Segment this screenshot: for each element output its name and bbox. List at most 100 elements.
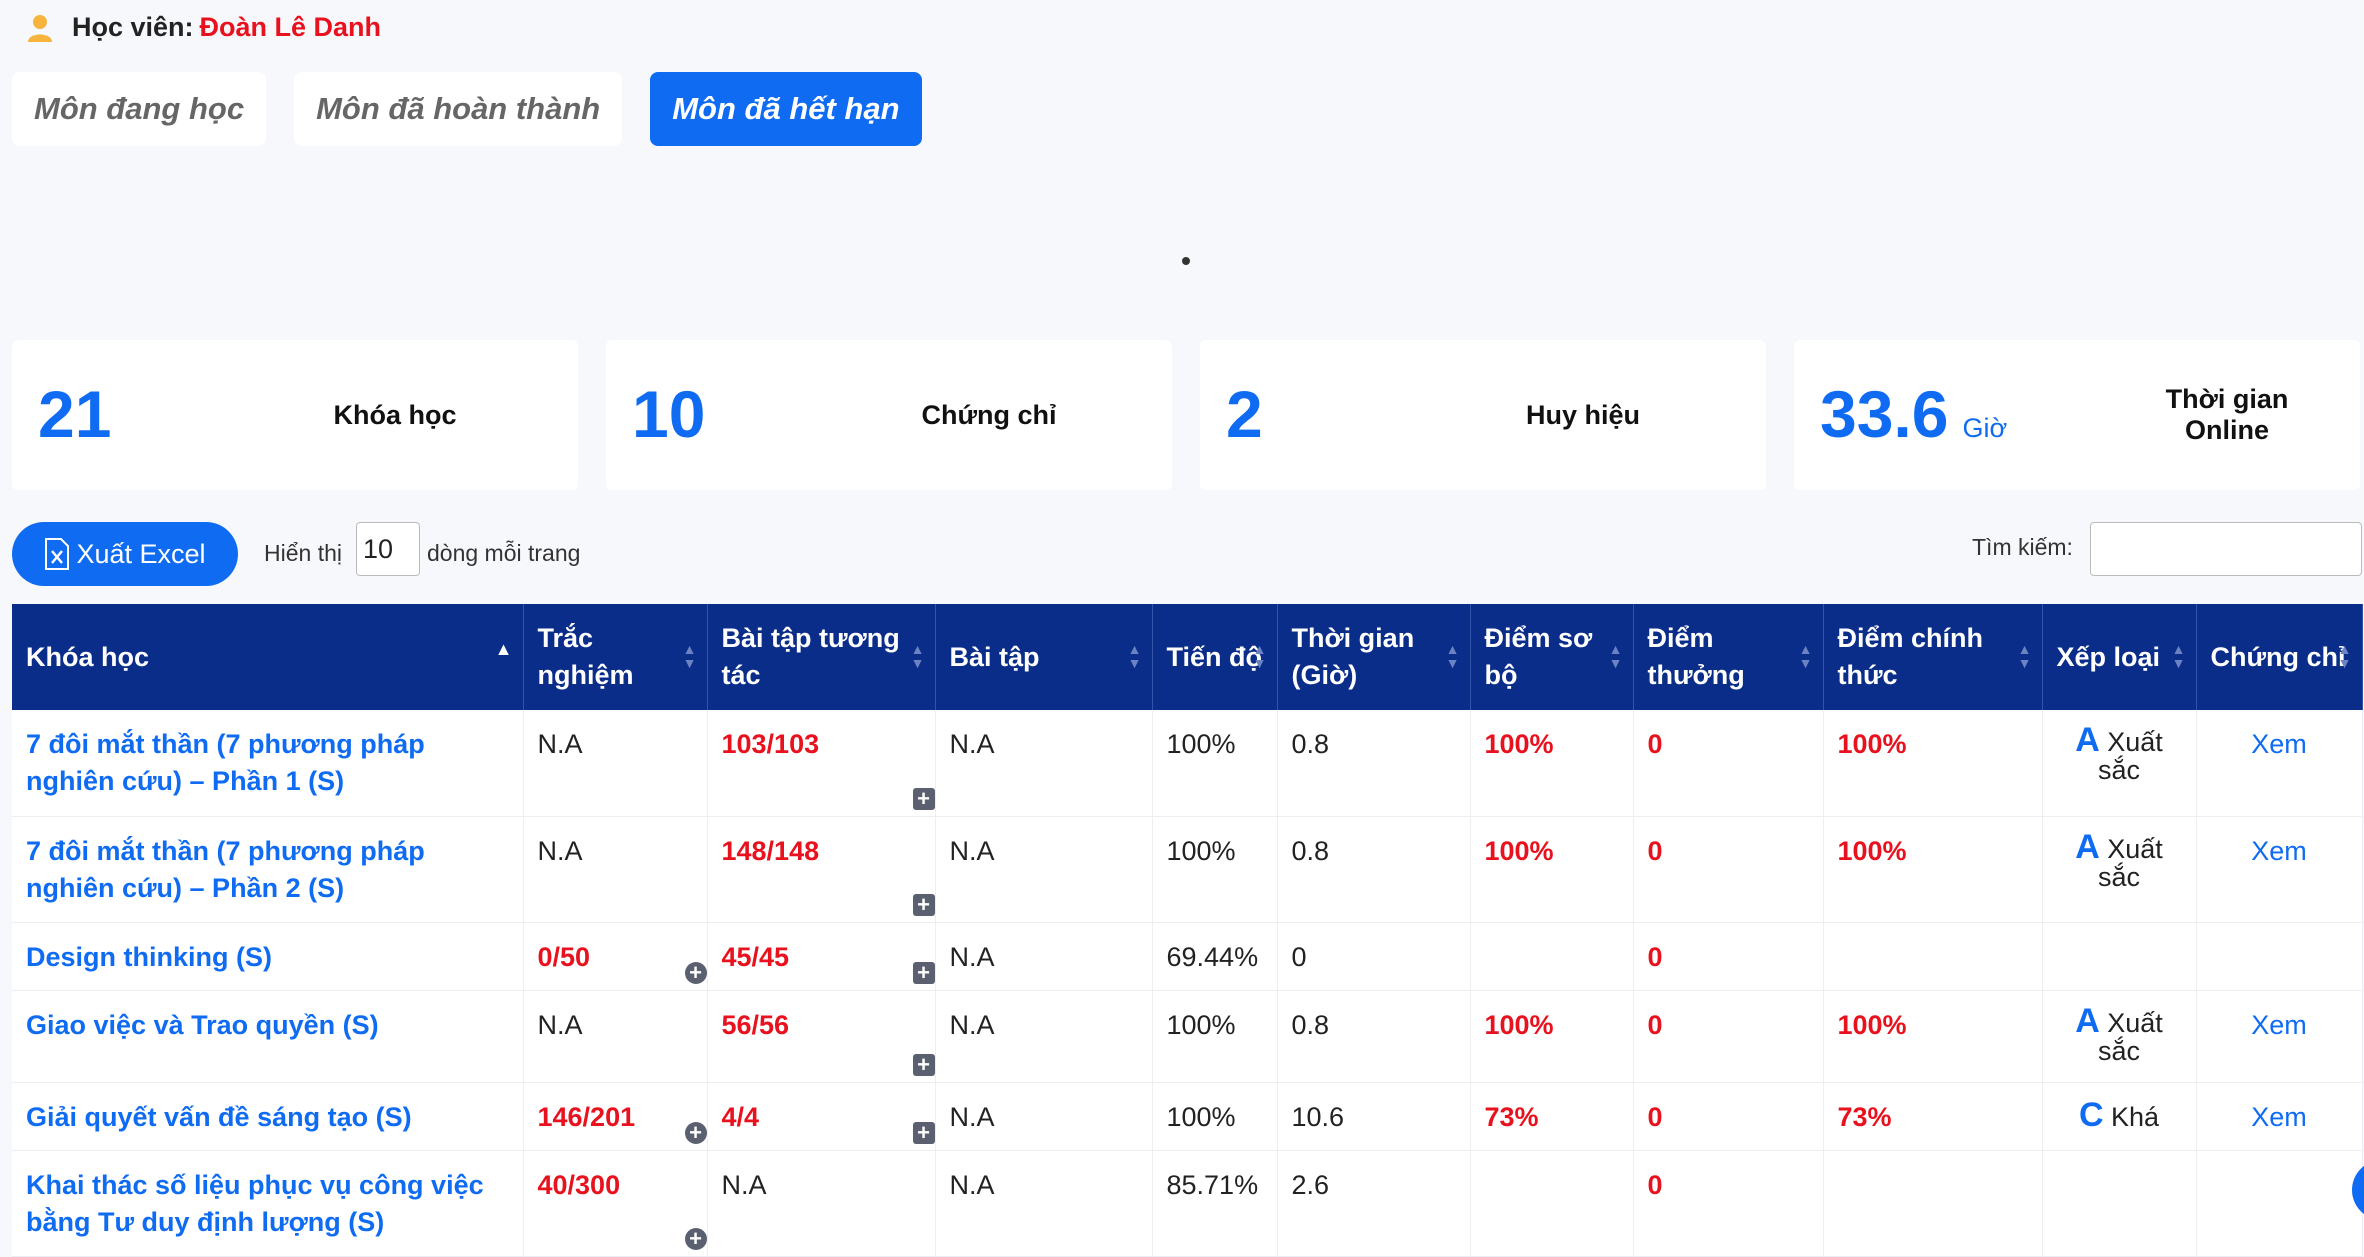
view-certificate-link[interactable]: Xem xyxy=(2251,1009,2307,1040)
quiz-cell: 146/201 + xyxy=(523,1082,708,1151)
time-cell: 0.8 xyxy=(1277,990,1471,1083)
expand-icon[interactable]: + xyxy=(912,1053,935,1076)
header-exercise[interactable]: Bài tập ▲ ▼ xyxy=(935,604,1153,710)
course-name[interactable]: Giải quyết vấn đề sáng tạo (S) xyxy=(12,1082,524,1151)
exercise-cell: N.A xyxy=(935,816,1153,923)
stat-value: 10 xyxy=(632,377,706,451)
interactive-cell: 103/103 + xyxy=(707,710,936,817)
time-cell: 0.8 xyxy=(1277,816,1471,923)
official-score-cell: 100% xyxy=(1823,710,2043,817)
certificate-cell: Xem xyxy=(2196,816,2363,923)
header-course[interactable]: Khóa học ▲ xyxy=(12,604,524,710)
sort-icon: ▲ ▼ xyxy=(910,641,925,671)
expand-icon[interactable]: + xyxy=(912,961,935,984)
interactive-value: 4/4 xyxy=(721,1101,760,1132)
course-name[interactable]: 7 đôi mắt thần (7 phương pháp nghiên cứu… xyxy=(12,816,524,923)
bonus-score-cell: 0 xyxy=(1633,990,1824,1083)
bonus-score-cell: 0 xyxy=(1633,816,1824,923)
header-rank[interactable]: Xếp loại ▲ ▼ xyxy=(2042,604,2197,710)
show-label: Hiển thị xyxy=(264,540,342,566)
loading-dot xyxy=(1182,257,1190,265)
sort-icon: ▲ ▼ xyxy=(1608,641,1623,671)
expand-icon[interactable]: + xyxy=(912,893,935,916)
header-progress[interactable]: Tiến độ ▲ ▼ xyxy=(1152,604,1278,710)
quiz-cell: 0/50 + xyxy=(523,922,708,991)
table-toolbar: Xuất Excel Hiển thị dòng mỗi trang Tìm k… xyxy=(12,522,2362,586)
progress-cell: 69.44% xyxy=(1152,922,1278,991)
quiz-value: 0/50 xyxy=(537,941,591,972)
interactive-value: 148/148 xyxy=(721,835,820,866)
stat-badges: 2 Huy hiệu xyxy=(1200,340,1766,490)
course-name[interactable]: Giao việc và Trao quyền (S) xyxy=(12,990,524,1083)
header-time[interactable]: Thời gian (Giờ) ▲ ▼ xyxy=(1277,604,1471,710)
rank-cell: A Xuất sắc xyxy=(2042,816,2197,923)
header-label: Bài tập tương tác xyxy=(721,623,900,690)
time-cell: 0 xyxy=(1277,922,1471,991)
sort-asc-icon: ▲ xyxy=(494,639,513,659)
expand-icon[interactable]: + xyxy=(684,1121,707,1144)
header-label: Điểm sơ bộ xyxy=(1484,623,1593,690)
stat-unit: Giờ xyxy=(1962,413,2008,443)
course-name[interactable]: Design thinking (S) xyxy=(12,922,524,991)
expand-icon[interactable]: + xyxy=(912,1121,935,1144)
stat-certificates: 10 Chứng chỉ xyxy=(606,340,1172,490)
export-excel-label: Xuất Excel xyxy=(76,538,206,569)
stat-courses: 21 Khóa học xyxy=(12,340,578,490)
rank-text: Xuất sắc xyxy=(2097,727,2163,785)
interactive-cell: N.A xyxy=(707,1150,936,1257)
view-certificate-link[interactable]: Xem xyxy=(2251,1101,2307,1132)
expand-icon[interactable]: + xyxy=(684,961,707,984)
stat-label: Chứng chỉ xyxy=(921,399,1057,430)
sort-icon: ▲ ▼ xyxy=(1127,641,1142,671)
view-certificate-link[interactable]: Xem xyxy=(2251,835,2307,866)
progress-cell: 100% xyxy=(1152,710,1278,817)
expand-icon[interactable]: + xyxy=(912,787,935,810)
prelim-score-cell: 100% xyxy=(1470,990,1634,1083)
progress-cell: 100% xyxy=(1152,1082,1278,1151)
interactive-value: 45/45 xyxy=(721,941,790,972)
quiz-cell: N.A xyxy=(523,990,708,1083)
tab-completed[interactable]: Môn đã hoàn thành xyxy=(294,72,623,146)
header-label: Chứng chỉ xyxy=(2210,641,2346,672)
time-cell: 0.8 xyxy=(1277,710,1471,817)
table-row: Giải quyết vấn đề sáng tạo (S) 146/201 + … xyxy=(12,1082,2363,1151)
sort-icon: ▲ ▼ xyxy=(2017,641,2032,671)
table-row: 7 đôi mắt thần (7 phương pháp nghiên cứu… xyxy=(12,710,2363,817)
rank-cell: C Khá xyxy=(2042,1082,2197,1151)
stat-label: Huy hiệu xyxy=(1525,399,1640,430)
tab-in-progress[interactable]: Môn đang học xyxy=(12,72,267,146)
official-score-cell xyxy=(1823,922,2043,991)
view-certificate-link[interactable]: Xem xyxy=(2251,729,2307,759)
stat-number: 33.6 xyxy=(1820,377,1949,451)
quiz-cell: N.A xyxy=(523,710,708,817)
rank-cell xyxy=(2042,1150,2197,1257)
user-icon xyxy=(28,14,52,42)
table-row: Giao việc và Trao quyền (S) N.A 56/56 + N… xyxy=(12,990,2363,1083)
official-score-cell: 73% xyxy=(1823,1082,2043,1151)
course-name[interactable]: 7 đôi mắt thần (7 phương pháp nghiên cứu… xyxy=(12,710,524,817)
export-excel-button[interactable]: Xuất Excel xyxy=(12,522,238,586)
expand-icon[interactable]: + xyxy=(684,1227,707,1250)
certificate-cell: Xem xyxy=(2196,990,2363,1083)
search-input[interactable] xyxy=(2090,522,2362,576)
exercise-cell: N.A xyxy=(935,710,1153,817)
header-prelim-score[interactable]: Điểm sơ bộ ▲ ▼ xyxy=(1470,604,1634,710)
prelim-score-cell: 100% xyxy=(1470,816,1634,923)
prelim-score-cell: 100% xyxy=(1470,710,1634,817)
sort-icon: ▲ ▼ xyxy=(2337,641,2352,671)
interactive-cell: 4/4 + xyxy=(707,1082,936,1151)
sort-icon: ▲ ▼ xyxy=(1252,641,1267,671)
page-size-input[interactable] xyxy=(356,522,420,576)
tab-expired[interactable]: Môn đã hết hạn xyxy=(650,72,922,146)
header-quiz[interactable]: Trắc nghiệm ▲ ▼ xyxy=(523,604,708,710)
rank-text: Xuất sắc xyxy=(2097,1007,2163,1066)
header-certificate[interactable]: Chứng chỉ ▲ ▼ xyxy=(2196,604,2363,710)
bonus-score-cell: 0 xyxy=(1633,1150,1824,1257)
course-name[interactable]: Khai thác số liệu phục vụ công việc bằng… xyxy=(12,1150,524,1257)
sort-icon: ▲ ▼ xyxy=(682,641,697,671)
header-interactive[interactable]: Bài tập tương tác ▲ ▼ xyxy=(707,604,936,710)
header-official-score[interactable]: Điểm chính thức ▲ ▼ xyxy=(1823,604,2043,710)
interactive-cell: 45/45 + xyxy=(707,922,936,991)
header-bonus-score[interactable]: Điểm thưởng ▲ ▼ xyxy=(1633,604,1824,710)
rows-per-page-label: dòng mỗi trang xyxy=(427,540,581,566)
